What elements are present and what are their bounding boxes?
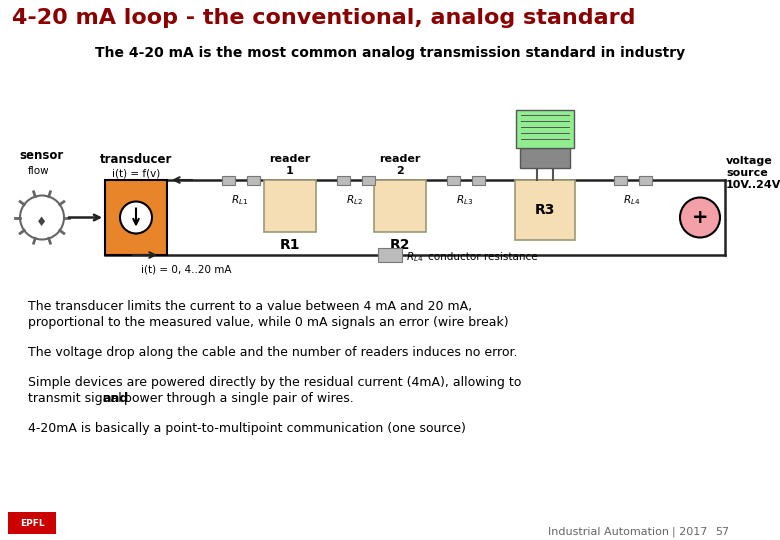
Text: reader: reader	[379, 154, 420, 164]
Text: ♦: ♦	[37, 216, 48, 229]
Text: Industrial Automation: Industrial Automation	[548, 527, 669, 537]
Text: flow: flow	[28, 166, 50, 176]
Text: 10V..24V: 10V..24V	[726, 180, 780, 190]
Text: 57: 57	[715, 527, 729, 537]
Text: transducer: transducer	[100, 153, 172, 166]
Text: 1: 1	[286, 166, 294, 176]
Text: power through a single pair of wires.: power through a single pair of wires.	[119, 392, 353, 405]
Bar	[374, 180, 426, 232]
Bar	[516, 110, 574, 148]
Bar	[8, 512, 56, 534]
Text: The voltage drop along the cable and the number of readers induces no error.: The voltage drop along the cable and the…	[28, 346, 517, 359]
Bar	[614, 176, 626, 185]
Text: proportional to the measured value, while 0 mA signals an error (wire break): proportional to the measured value, whil…	[28, 316, 509, 329]
Text: The transducer limits the current to a value between 4 mA and 20 mA,: The transducer limits the current to a v…	[28, 300, 472, 313]
Text: | 2017: | 2017	[672, 526, 707, 537]
Text: $R_{L4}$: $R_{L4}$	[623, 193, 640, 207]
Text: $R_{L3}$: $R_{L3}$	[456, 193, 473, 207]
Text: +: +	[692, 208, 708, 227]
Text: $R_{L4}$: $R_{L4}$	[406, 250, 424, 264]
Text: The 4-20 mA is the most common analog transmission standard in industry: The 4-20 mA is the most common analog tr…	[95, 46, 685, 60]
Text: $R_{L1}$: $R_{L1}$	[232, 193, 249, 207]
Text: 2: 2	[396, 166, 404, 176]
Text: transmit signal: transmit signal	[28, 392, 126, 405]
Bar	[105, 180, 167, 255]
Text: Simple devices are powered directly by the residual current (4mA), allowing to: Simple devices are powered directly by t…	[28, 376, 521, 389]
Bar	[264, 180, 316, 232]
Text: 4-20mA is basically a point-to-multipoint communication (one source): 4-20mA is basically a point-to-multipoin…	[28, 422, 466, 435]
Circle shape	[20, 195, 64, 240]
Bar	[639, 176, 651, 185]
Text: i(t) = f(v): i(t) = f(v)	[112, 168, 160, 178]
Bar	[515, 180, 575, 240]
Text: reader: reader	[269, 154, 310, 164]
Text: EPFL: EPFL	[20, 518, 44, 528]
Circle shape	[120, 201, 152, 233]
Text: R3: R3	[535, 203, 555, 217]
Text: conductor resistance: conductor resistance	[428, 252, 537, 262]
Bar	[336, 176, 349, 185]
Text: $R_{L2}$: $R_{L2}$	[346, 193, 363, 207]
Text: R1: R1	[280, 238, 300, 252]
Bar	[446, 176, 459, 185]
Bar	[520, 148, 570, 168]
Text: sensor: sensor	[20, 149, 64, 162]
Text: and: and	[103, 392, 129, 405]
Text: source: source	[726, 168, 768, 178]
Bar	[361, 176, 374, 185]
Text: voltage: voltage	[726, 156, 773, 166]
Text: R2: R2	[390, 238, 410, 252]
Bar	[378, 248, 402, 262]
Bar	[471, 176, 484, 185]
Text: 4-20 mA loop - the conventional, analog standard: 4-20 mA loop - the conventional, analog …	[12, 8, 636, 28]
Text: i(t) = 0, 4..20 mA: i(t) = 0, 4..20 mA	[141, 265, 232, 275]
Bar	[222, 176, 235, 185]
Bar	[246, 176, 260, 185]
Circle shape	[680, 198, 720, 238]
